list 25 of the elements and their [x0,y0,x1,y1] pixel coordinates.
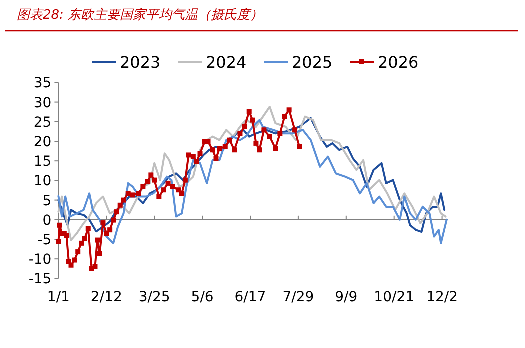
legend-label: 2023 [120,53,161,72]
x-tick-label: 7/29 [282,290,314,306]
x-tick-label: 2/12 [90,290,122,306]
y-tick-label: 30 [34,95,52,112]
legend-label: 2025 [292,53,333,72]
y-tick-label: 25 [34,114,52,131]
y-tick-label: 35 [34,76,52,92]
x-tick-label: 10/21 [374,290,415,306]
y-tick-label: -5 [38,232,52,248]
x-tick-label: 3/25 [138,290,170,306]
y-tick-label: -15 [28,272,52,288]
x-tick-label: 6/17 [234,290,266,306]
y-tick-label: 15 [34,154,52,170]
y-tick-label: 5 [42,193,52,210]
legend-label: 2024 [206,53,247,72]
chart-title: 图表28: 东欧主要国家平均气温（摄氏度） [17,7,264,23]
y-tick-label: 20 [34,134,52,150]
x-tick-label: 9/9 [335,290,358,306]
y-tick-label: -10 [28,252,52,268]
x-tick-label: 1/1 [47,290,70,306]
legend-label: 2026 [378,53,419,72]
x-tick-label: 12/2 [426,290,458,306]
y-tick-label: 10 [34,174,52,190]
x-tick-label: 5/6 [191,290,214,306]
y-tick-label: 0 [42,212,52,229]
